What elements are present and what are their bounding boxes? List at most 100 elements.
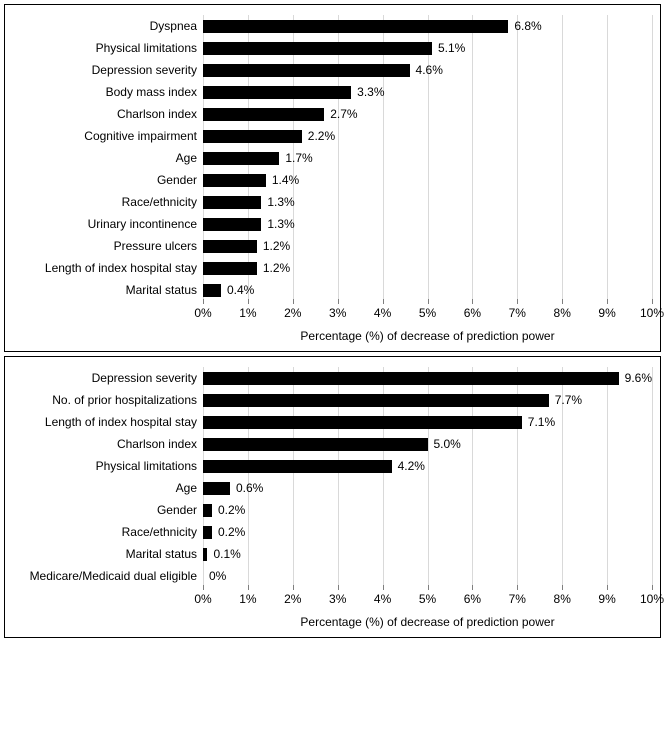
category-label: Gender bbox=[13, 173, 203, 187]
bar bbox=[203, 64, 410, 77]
category-label: Marital status bbox=[13, 283, 203, 297]
value-label: 1.2% bbox=[263, 239, 290, 253]
bar bbox=[203, 108, 324, 121]
x-tick-label: 2% bbox=[284, 592, 301, 606]
category-label: Gender bbox=[13, 503, 203, 517]
bar-row: Body mass index 3.3% bbox=[13, 81, 652, 103]
category-label: Age bbox=[13, 151, 203, 165]
x-tick-label: 6% bbox=[464, 306, 481, 320]
bar-row: Urinary incontinence 1.3% bbox=[13, 213, 652, 235]
spacer bbox=[13, 589, 203, 611]
bar-track: 5.1% bbox=[203, 37, 652, 59]
value-label: 0.4% bbox=[227, 283, 254, 297]
bars-layer: Depression severity 9.6% No. of prior hosp… bbox=[13, 367, 652, 587]
bar-track: 0.6% bbox=[203, 477, 652, 499]
x-ticks: 0%1%2%3%4%5%6%7%8%9%10% bbox=[203, 589, 652, 611]
bar bbox=[203, 218, 261, 231]
x-tick-label: 1% bbox=[239, 306, 256, 320]
value-label: 1.3% bbox=[267, 217, 294, 231]
value-label: 0% bbox=[209, 569, 226, 583]
x-tick-label: 7% bbox=[509, 592, 526, 606]
bar-track: 2.7% bbox=[203, 103, 652, 125]
bar-track: 6.8% bbox=[203, 15, 652, 37]
value-label: 0.2% bbox=[218, 525, 245, 539]
bar-track: 1.2% bbox=[203, 235, 652, 257]
bar bbox=[203, 438, 428, 451]
bar-track: 0.1% bbox=[203, 543, 652, 565]
bar-row: Age0.6% bbox=[13, 477, 652, 499]
category-label: Length of index hospital stay bbox=[13, 261, 203, 275]
category-label: Body mass index bbox=[13, 85, 203, 99]
bars-layer: Dyspnea6.8%Physical limitations5.1%Depre… bbox=[13, 15, 652, 301]
bar bbox=[203, 416, 522, 429]
bar-row: Gender1.4% bbox=[13, 169, 652, 191]
spacer bbox=[13, 303, 203, 325]
bar-row: Length of index hospital stay1.2% bbox=[13, 257, 652, 279]
category-label: Urinary incontinence bbox=[13, 217, 203, 231]
bar-row: Race/ethnicity 1.3% bbox=[13, 191, 652, 213]
x-tick-label: 2% bbox=[284, 306, 301, 320]
tick-mark bbox=[652, 585, 653, 590]
category-label: Race/ethnicity bbox=[13, 195, 203, 209]
gridline bbox=[652, 15, 653, 301]
bar bbox=[203, 130, 302, 143]
category-label: Physical limitations bbox=[13, 459, 203, 473]
value-label: 9.6% bbox=[625, 371, 652, 385]
category-label: Charlson index bbox=[13, 437, 203, 451]
bar bbox=[203, 548, 207, 561]
bar-track: 1.3% bbox=[203, 213, 652, 235]
value-label: 5.0% bbox=[434, 437, 461, 451]
category-label: Depression severity bbox=[13, 371, 203, 385]
value-label: 4.2% bbox=[398, 459, 425, 473]
x-ticks: 0%1%2%3%4%5%6%7%8%9%10% bbox=[203, 303, 652, 325]
tick-mark bbox=[652, 299, 653, 304]
bar bbox=[203, 394, 549, 407]
x-tick-label: 10% bbox=[640, 592, 664, 606]
spacer bbox=[13, 325, 203, 345]
x-axis-title-row: Percentage (%) of decrease of prediction… bbox=[13, 611, 652, 631]
bar-row: Charlson index2.7% bbox=[13, 103, 652, 125]
x-tick-label: 7% bbox=[509, 306, 526, 320]
bar-track: 0.4% bbox=[203, 279, 652, 301]
value-label: 5.1% bbox=[438, 41, 465, 55]
bar-track: 7.1% bbox=[203, 411, 652, 433]
bar-track: 5.0% bbox=[203, 433, 652, 455]
value-label: 7.7% bbox=[555, 393, 582, 407]
bar bbox=[203, 284, 221, 297]
x-tick-label: 4% bbox=[374, 306, 391, 320]
category-label: No. of prior hospitalizations bbox=[13, 393, 203, 407]
bar-track: 3.3% bbox=[203, 81, 652, 103]
chart-panel-1: Depression severity 9.6% No. of prior hosp… bbox=[4, 356, 661, 638]
bar-track: 9.6% bbox=[203, 367, 652, 389]
x-axis: 0%1%2%3%4%5%6%7%8%9%10% bbox=[13, 303, 652, 325]
bar-track: 0.2% bbox=[203, 499, 652, 521]
bar-track: 0% bbox=[203, 565, 652, 587]
chart-panel-0: Dyspnea6.8%Physical limitations5.1%Depre… bbox=[4, 4, 661, 352]
value-label: 1.3% bbox=[267, 195, 294, 209]
category-label: Race/ethnicity bbox=[13, 525, 203, 539]
bar bbox=[203, 482, 230, 495]
bar-row: Depression severity 9.6% bbox=[13, 367, 652, 389]
bar-row: Marital status0.1% bbox=[13, 543, 652, 565]
bar bbox=[203, 504, 212, 517]
category-label: Length of index hospital stay bbox=[13, 415, 203, 429]
bar bbox=[203, 372, 619, 385]
bar-row: Depression severity4.6% bbox=[13, 59, 652, 81]
bar bbox=[203, 262, 257, 275]
bar bbox=[203, 196, 261, 209]
value-label: 3.3% bbox=[357, 85, 384, 99]
bar-row: Cognitive impairment2.2% bbox=[13, 125, 652, 147]
bar bbox=[203, 174, 266, 187]
plot-area: Depression severity 9.6% No. of prior hosp… bbox=[13, 367, 652, 587]
x-tick-label: 9% bbox=[598, 592, 615, 606]
bar-row: Medicare/Medicaid dual eligible0% bbox=[13, 565, 652, 587]
bar-row: Race/ethnicity 0.2% bbox=[13, 521, 652, 543]
value-label: 6.8% bbox=[514, 19, 541, 33]
value-label: 2.2% bbox=[308, 129, 335, 143]
bar bbox=[203, 20, 508, 33]
bar bbox=[203, 526, 212, 539]
value-label: 7.1% bbox=[528, 415, 555, 429]
x-tick-label: 8% bbox=[554, 306, 571, 320]
bar-row: Gender0.2% bbox=[13, 499, 652, 521]
bar-track: 1.7% bbox=[203, 147, 652, 169]
